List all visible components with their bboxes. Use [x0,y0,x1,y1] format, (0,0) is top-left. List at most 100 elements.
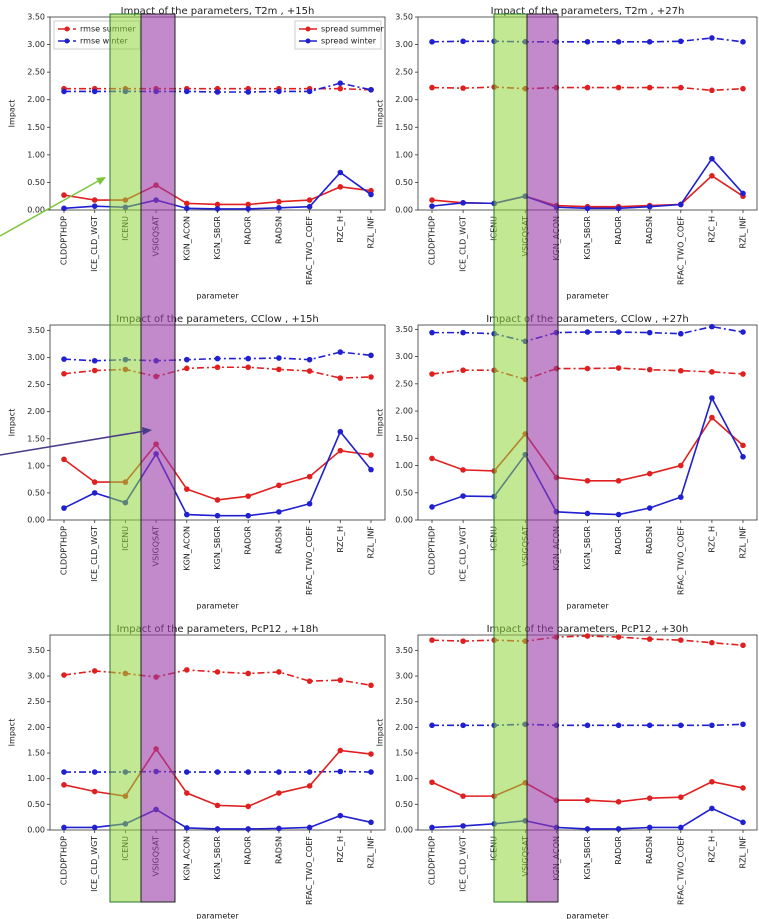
point [709,639,715,646]
y-tick-label: 1.00 [395,461,413,470]
x-tick-label: RFAC_TWO_COEF [305,836,314,905]
y-tick-label: 2.50 [27,697,45,706]
point [615,329,622,335]
point [276,198,282,205]
point [184,486,190,492]
point [460,722,466,729]
charts: 0.00 0.50 1.00 1.50 2.00 2.50 3.00 3.50 Impact o… [8,6,758,919]
y-tick-label: 2.50 [395,379,413,388]
y-tick-label: 2.00 [27,95,45,104]
x-tick-label: CLDDPTHDP [428,526,437,575]
point [214,669,221,675]
point [245,512,251,519]
point [368,191,374,198]
x-tick-label: RFAC_TWO_COEF [676,526,685,595]
point [61,672,67,678]
point [337,85,344,92]
chart-title: Impact of the parameters, PcP12 , +30h [487,624,689,635]
point [91,367,98,374]
point [646,795,653,801]
y-tick-label: 2.00 [27,407,45,416]
chart-title: Impact of the parameters, PcP12 , +18h [117,624,319,635]
x-tick-label: CLDDPTHDP [60,216,69,265]
point [678,330,684,337]
point [276,669,282,675]
x-tick-label: RADGR [244,216,253,245]
point [276,790,282,796]
point [584,722,591,729]
legend-marker [64,38,70,44]
point [646,203,653,210]
legend-label: spread summer [321,25,385,34]
point [337,747,344,754]
point [214,201,221,208]
point [276,88,282,95]
x-tick-label: RZC_H [336,836,345,863]
x-tick-label: CLDDPTHDP [60,526,69,575]
x-tick-label: KGN_ACON [182,216,191,261]
point [429,203,435,209]
y-tick-label: 1.50 [27,749,45,758]
point [460,367,466,374]
plot-area [417,16,758,211]
arrow [0,179,101,237]
y-tick-label: 2.50 [395,68,413,77]
y-tick-label: 3.50 [395,646,413,655]
point [61,88,67,95]
arrow [0,430,146,456]
point [709,369,715,375]
point [61,456,67,463]
point [709,155,715,162]
point [460,200,466,206]
point [245,670,251,677]
x-tick-label: ICE_CLD_WGT [90,216,99,272]
point [646,470,653,477]
point [276,769,282,775]
point [91,824,98,831]
plot-area [49,634,386,831]
y-tick-label: 2.50 [395,697,413,706]
point [214,206,221,212]
point [646,824,653,831]
point [337,768,344,775]
y-tick-label: 3.50 [395,325,413,334]
point [368,352,374,359]
point [306,88,313,95]
point [61,356,67,362]
point [91,197,98,203]
point [184,205,190,212]
point [615,39,622,45]
y-tick-label: 2.50 [27,380,45,389]
point [460,823,466,829]
point [615,365,622,371]
y-tick-label: 1.50 [27,434,45,443]
x-tick-label: RZC_H [707,216,716,243]
x-tick-label: RADSN [274,526,283,554]
x-axis-label: parameter [196,912,239,919]
x-tick-label: RADGR [614,216,623,245]
x-tick-label: RADSN [645,216,654,244]
x-tick-label: RADSN [274,836,283,864]
point [245,826,251,832]
point [460,85,466,91]
point [429,504,435,510]
point [184,769,190,775]
highlight-icenu [109,13,142,903]
chart-title: Impact of the parameters, T2m , +27h [491,6,685,17]
point [214,355,221,362]
point [337,677,344,683]
point [615,205,622,212]
point [337,169,344,176]
x-tick-label: ICE_CLD_WGT [90,836,99,892]
y-tick-label: 0.50 [395,488,413,497]
point [740,329,746,335]
point [429,779,435,786]
point [214,512,221,519]
x-tick-label: KGN_SBGR [583,526,592,570]
x-tick-label: RZC_H [707,526,716,553]
y-tick-label: 2.00 [27,723,45,732]
point [306,356,313,363]
y-tick-label: 0.50 [27,178,45,187]
point [429,455,435,462]
point [615,84,622,91]
